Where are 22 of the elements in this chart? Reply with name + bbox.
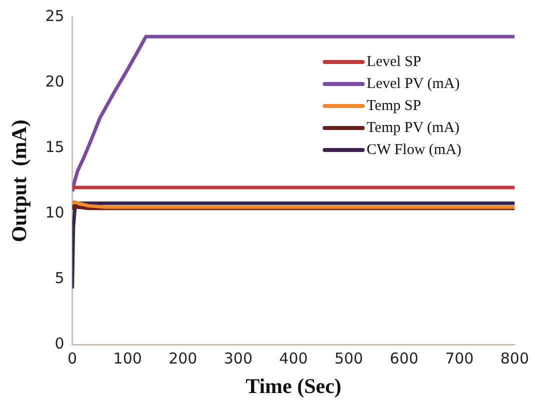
y-tick-label: 15 — [45, 138, 64, 156]
y-tick-label: 25 — [45, 6, 64, 25]
x-tick-label: 300 — [224, 350, 253, 368]
x-tick-label: 500 — [334, 350, 364, 368]
legend-label: Level SP — [366, 54, 422, 70]
y-tick-label: 5 — [54, 269, 64, 288]
y-axis-title: Output (mA) — [7, 120, 32, 242]
x-tick-label: 100 — [113, 350, 142, 368]
x-tick-label: 400 — [279, 350, 308, 368]
x-tick-label: 800 — [500, 350, 530, 368]
legend-label: CW Flow (mA) — [366, 142, 462, 158]
y-tick-label: 20 — [45, 72, 64, 90]
legend-label: Level PV (mA) — [366, 76, 460, 92]
y-tick-label: 10 — [45, 204, 64, 222]
legend-label: Temp SP — [366, 98, 422, 114]
x-axis-title: Time (Sec) — [246, 374, 342, 398]
legend-label: Temp PV (mA) — [366, 120, 460, 136]
x-tick-label: 700 — [445, 350, 474, 368]
x-tick-label: 600 — [390, 350, 418, 368]
x-tick-label: 200 — [168, 350, 198, 368]
y-tick-label: 0 — [54, 334, 64, 353]
x-tick-label: 0 — [68, 350, 78, 368]
